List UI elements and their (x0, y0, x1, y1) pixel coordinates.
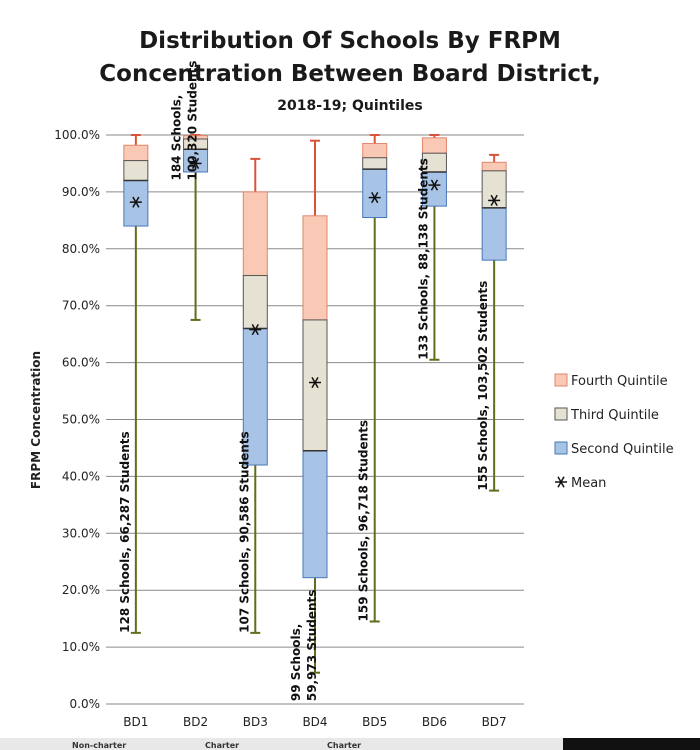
legend-label: Third Quintile (570, 408, 659, 423)
footer-label: Charter (327, 741, 362, 750)
legend-label: Fourth Quintile (571, 374, 668, 389)
footer-dark-block (563, 738, 700, 750)
chart-subtitle: 2018-19; Quintiles (277, 98, 422, 114)
legend-swatch (554, 441, 568, 455)
third-quintile-box (242, 275, 268, 329)
x-tick-label: BD7 (482, 715, 507, 729)
mean-marker (129, 196, 142, 208)
legend-label: Mean (571, 476, 606, 491)
mean-marker-stroke (371, 192, 379, 204)
y-tick-label: 30.0% (62, 526, 100, 540)
legend-item-third: Third Quintile (554, 407, 659, 423)
legend-label: Second Quintile (571, 442, 674, 457)
box-label: 128 Schools, 66,287 Students (118, 431, 132, 633)
mean-marker-stroke (191, 157, 200, 170)
box-group-bd5: 159 Schools, 96,718 Students (357, 134, 388, 623)
mean-marker-stroke (430, 179, 439, 191)
y-tick-label: 50.0% (62, 413, 100, 427)
y-tick-label: 80.0% (62, 242, 100, 256)
box-label: 100,320 Students (186, 61, 200, 181)
x-tick-label: BD4 (302, 715, 327, 729)
chart-title-line-2: Concentration Between Board District, (99, 61, 600, 87)
y-tick-label: 60.0% (62, 356, 100, 370)
mean-marker (309, 376, 321, 389)
mean-marker (555, 476, 567, 488)
box-label: 184 Schools, (170, 95, 184, 181)
y-tick-label: 0.0% (70, 697, 101, 711)
boxes: 128 Schools, 66,287 Students 184 Schools,… (118, 61, 507, 702)
legend-swatch (554, 407, 568, 421)
y-tick-label: 90.0% (62, 185, 100, 199)
footer-label: Non-charter (72, 741, 127, 750)
box-label: 133 Schools, 88,138 Students (416, 158, 430, 360)
legend-item-fourth: Fourth Quintile (554, 373, 668, 389)
x-axis-ticks: BD1 BD2 BD3 BD4 BD5 BD6 BD7 (123, 715, 506, 729)
box-label: 107 Schools, 90,586 Students (237, 431, 251, 633)
fourth-quintile-box (481, 161, 507, 172)
fourth-quintile-box (362, 143, 388, 159)
mean-marker (428, 179, 441, 191)
mean-marker-stroke (251, 324, 259, 336)
mean-marker (249, 324, 262, 336)
cropped-footer-strip: Non-charter Charter Charter (0, 738, 700, 750)
legend-item-mean: Mean (555, 476, 606, 491)
second-quintile-box (481, 207, 507, 261)
second-quintile-box (302, 450, 328, 579)
x-tick-label: BD5 (362, 715, 387, 729)
mean-marker (368, 192, 381, 204)
x-tick-label: BD6 (422, 715, 447, 729)
legend: Fourth Quintile Third Quintile Second Quin… (554, 373, 674, 491)
third-quintile-box (123, 160, 149, 182)
footer-label: Charter (205, 741, 240, 750)
legend-item-second: Second Quintile (554, 441, 674, 457)
mean-marker-stroke (490, 194, 498, 207)
y-tick-label: 70.0% (62, 299, 100, 313)
fourth-quintile-box (302, 215, 328, 321)
box-label: 159 Schools, 96,718 Students (357, 420, 371, 622)
fourth-quintile-box (242, 191, 268, 277)
mean-marker (189, 157, 202, 170)
third-quintile-box (362, 157, 388, 170)
y-axis-ticks: 0.0% 10.0% 20.0% 30.0% 40.0% 50.0% 60.0% 70.0% 8… (54, 128, 100, 711)
mean-marker-stroke (311, 376, 319, 389)
x-tick-label: BD3 (243, 715, 268, 729)
mean-marker (488, 194, 501, 207)
fourth-quintile-box (123, 144, 149, 162)
y-tick-label: 10.0% (62, 640, 100, 654)
chart-title-line-1: Distribution Of Schools By FRPM (139, 28, 561, 54)
second-quintile-box (421, 171, 447, 207)
third-quintile-box (481, 170, 507, 209)
box-group-bd7: 155 Schools, 103,502 Students (476, 153, 507, 492)
y-axis-title: FRPM Concentration (29, 351, 43, 489)
third-quintile-box (302, 319, 328, 452)
box-label: 155 Schools, 103,502 Students (476, 281, 490, 491)
y-tick-label: 100.0% (54, 128, 100, 142)
x-tick-label: BD2 (183, 715, 208, 729)
y-tick-label: 40.0% (62, 469, 100, 483)
chart-title: Distribution Of Schools By FRPM Concentr… (99, 28, 600, 114)
box-group-bd1: 128 Schools, 66,287 Students (118, 134, 149, 634)
legend-swatch (554, 373, 568, 387)
fourth-quintile-box (421, 137, 447, 154)
mean-marker-stroke (132, 196, 140, 208)
y-tick-label: 20.0% (62, 583, 100, 597)
second-quintile-box (242, 327, 268, 466)
mean-marker-stroke (557, 476, 565, 488)
second-quintile-box (362, 168, 388, 219)
box-label: 59,973 Students (305, 590, 319, 702)
box-group-bd3: 107 Schools, 90,586 Students (237, 157, 268, 634)
box-group-bd6: 133 Schools, 88,138 Students (416, 134, 447, 361)
box-group-bd2: 184 Schools, 100,320 Students (170, 61, 209, 321)
x-tick-label: BD1 (123, 715, 148, 729)
box-label: 99 Schools, (289, 624, 303, 701)
box-group-bd4: 99 Schools, 59,973 Students (289, 139, 328, 702)
